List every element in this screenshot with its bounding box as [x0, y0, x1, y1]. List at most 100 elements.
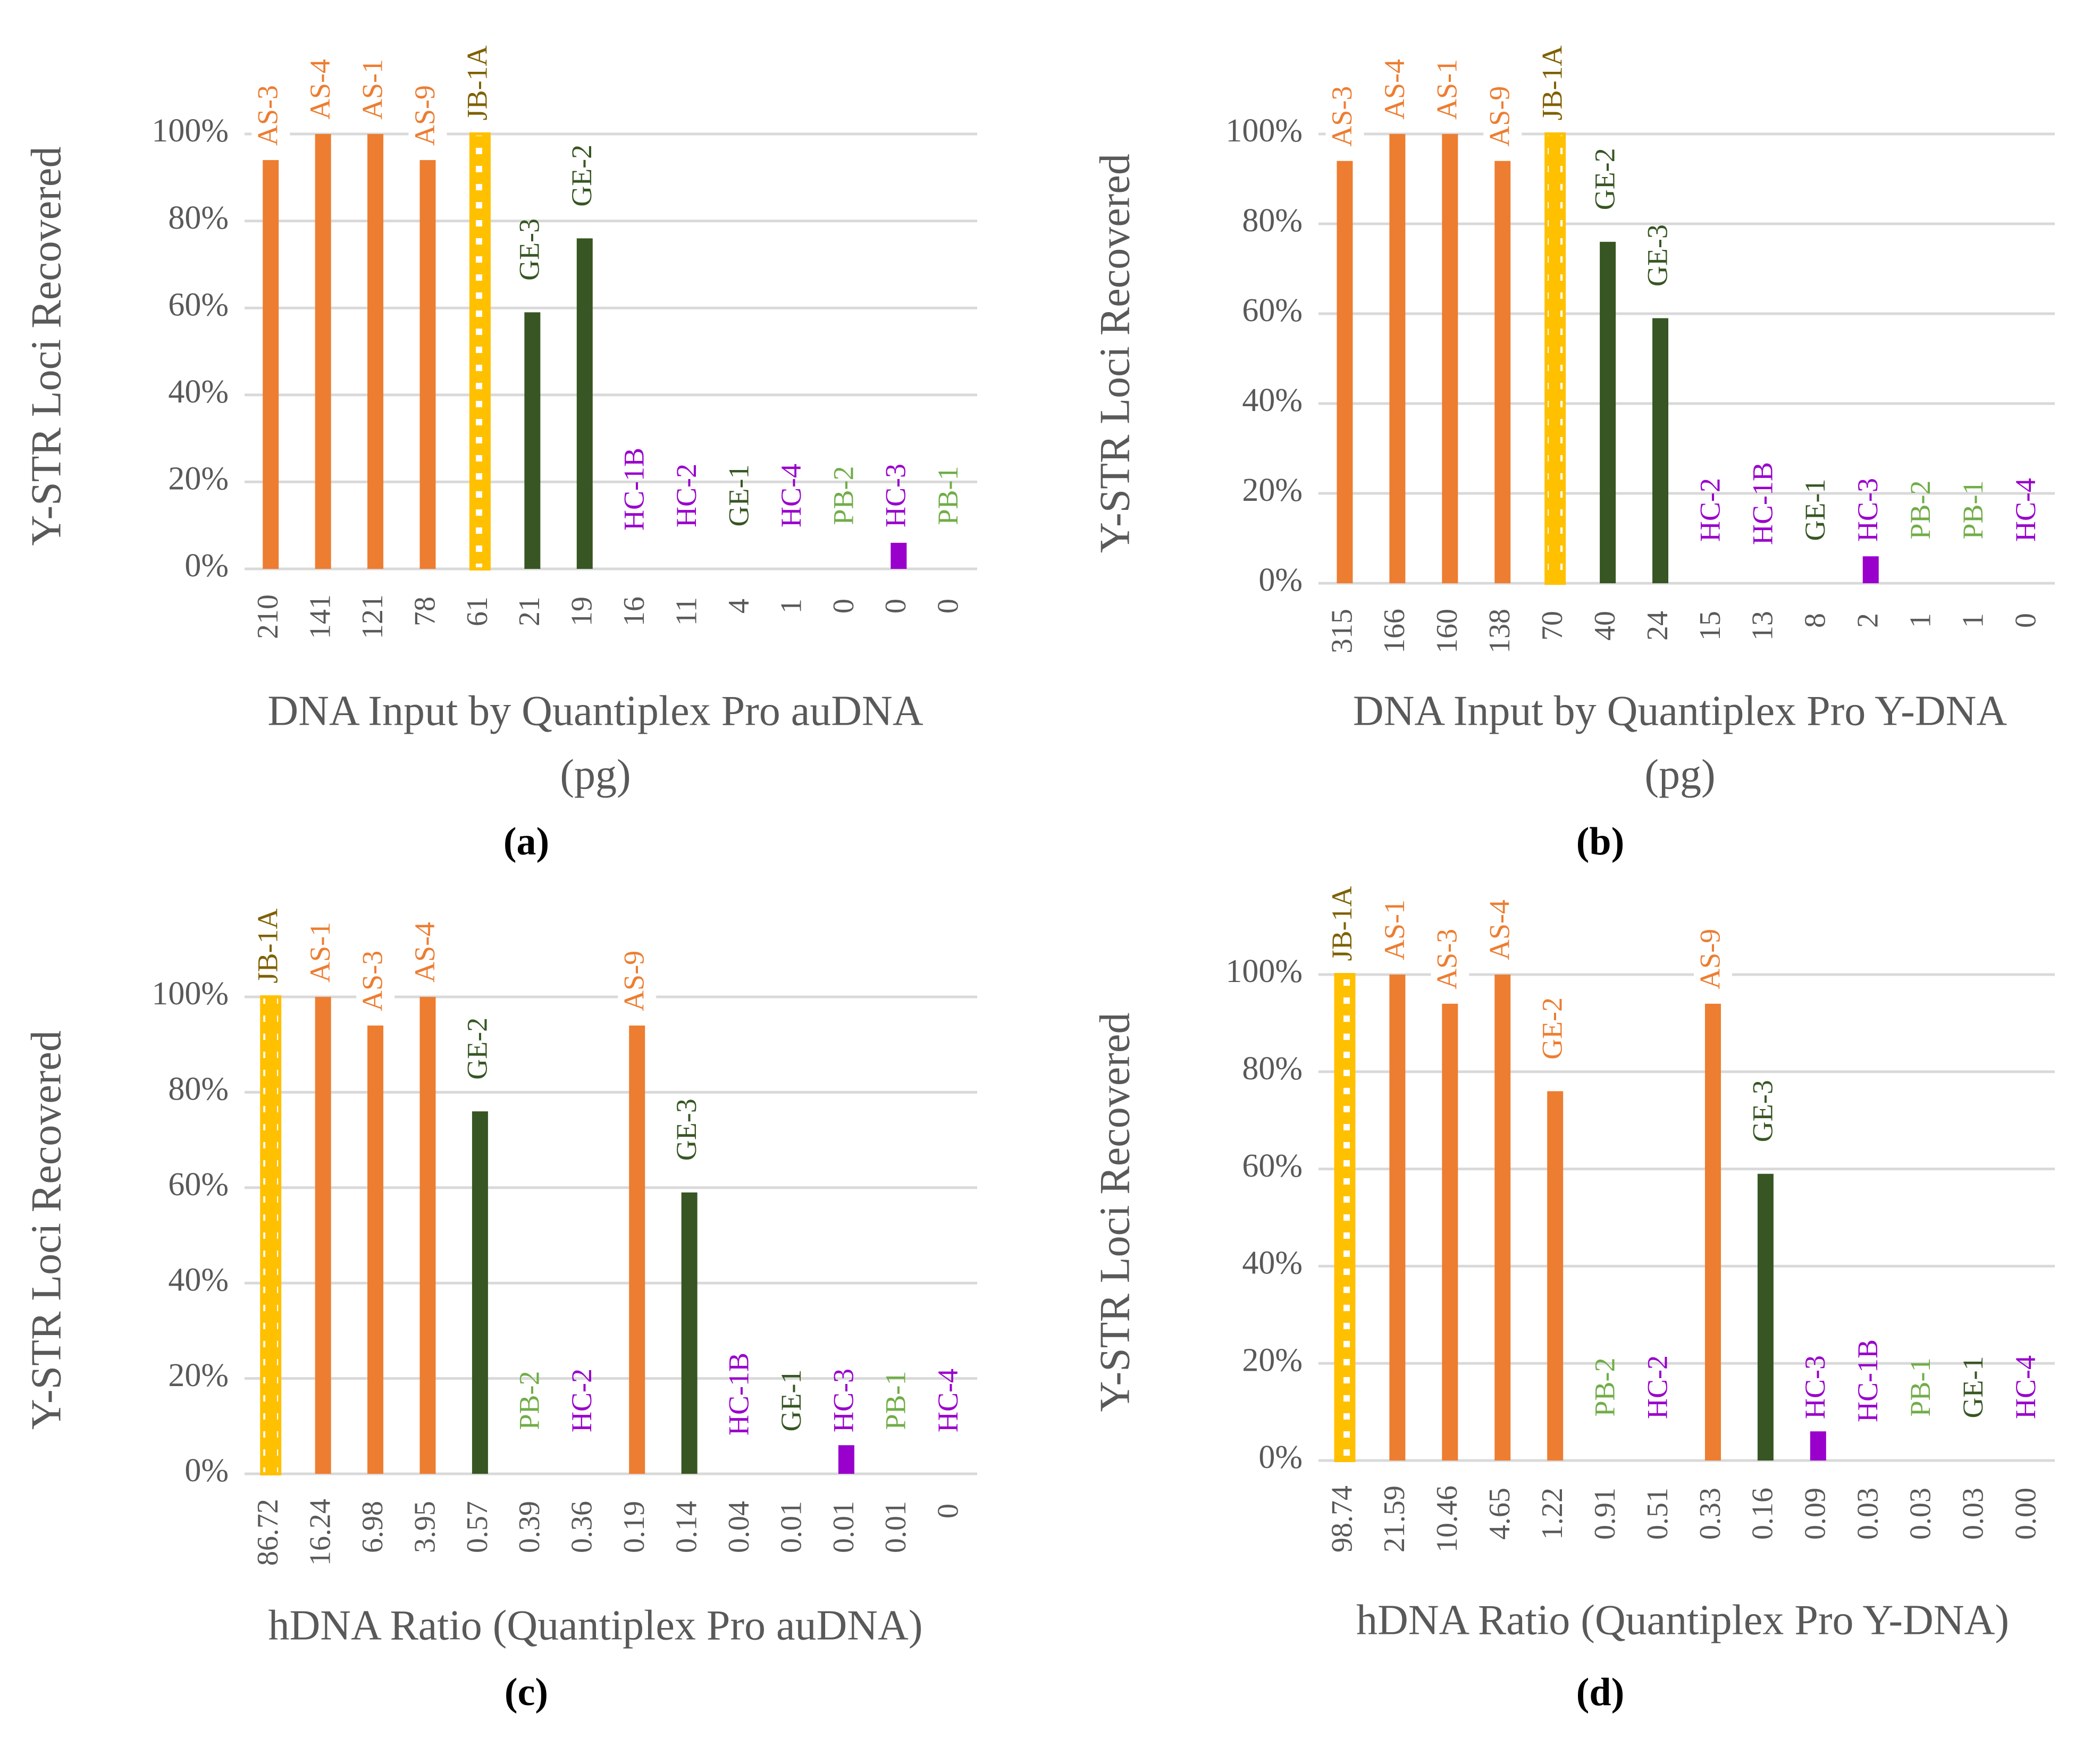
y-tick-label: 60%: [1242, 1148, 1303, 1184]
x-tick-label: 210: [251, 594, 284, 639]
bar-sample-label: JB-1A: [1536, 45, 1568, 120]
bar-sample-label: GE-1: [775, 1370, 807, 1432]
y-tick-label: 60%: [168, 1167, 229, 1203]
x-tick-label: 13: [1746, 611, 1779, 641]
y-axis-title: Y-STR Loci Recovered: [1091, 154, 1138, 553]
y-tick-label: 40%: [1242, 382, 1303, 418]
bar-sample-label: AS-1: [304, 922, 336, 983]
label-backdrop: [304, 58, 342, 120]
bar: [472, 1111, 488, 1474]
bar-sample-label: AS-4: [1379, 59, 1410, 120]
bar-sample-label: AS-1: [356, 59, 388, 120]
bar: [681, 1192, 698, 1474]
bar-sample-label: AS-9: [1484, 86, 1516, 147]
x-tick-label: 141: [304, 594, 337, 639]
label-backdrop: [408, 921, 447, 983]
bar: [576, 238, 593, 569]
bar: [1547, 1091, 1564, 1461]
x-tick-label: 8: [1799, 613, 1832, 628]
bar: [629, 1025, 645, 1474]
label-backdrop: [1431, 58, 1469, 120]
x-tick-label: 0.19: [618, 1501, 651, 1553]
bar: [419, 160, 436, 569]
label-backdrop: [1378, 58, 1417, 120]
y-tick-label: 20%: [1242, 472, 1303, 508]
bar: [367, 134, 384, 569]
label-backdrop: [1693, 928, 1732, 990]
x-tick-label: 86.72: [251, 1499, 284, 1566]
x-tick-label: 0.14: [670, 1501, 703, 1553]
x-tick-label: 24: [1641, 611, 1674, 641]
x-tick-label: 4.65: [1483, 1488, 1516, 1540]
x-tick-label: 0.00: [2009, 1488, 2042, 1540]
bar-sample-label: HC-1B: [1746, 462, 1778, 545]
x-tick-label: 0.01: [879, 1501, 912, 1553]
x-tick-label: 0.33: [1694, 1488, 1727, 1540]
bar-sample-label: AS-4: [409, 922, 441, 983]
x-tick-label: 0.36: [566, 1501, 599, 1553]
y-tick-label: 80%: [1242, 1051, 1303, 1087]
x-tick-label: 21.59: [1378, 1486, 1411, 1553]
x-axis-title: DNA Input by Quantiplex Pro auDNA: [267, 687, 923, 734]
y-tick-label: 0%: [1258, 562, 1303, 598]
bar-sample-label: PB-2: [827, 466, 859, 525]
bar-sample-label: HC-4: [775, 464, 807, 527]
bar-sample-label: GE-2: [461, 1018, 493, 1080]
bar: [1600, 241, 1616, 583]
bar-sample-label: GE-1: [723, 465, 754, 527]
x-axis-title: hDNA Ratio (Quantiplex Pro auDNA): [268, 1602, 923, 1649]
label-backdrop: [1483, 85, 1522, 147]
bar-sample-label: HC-4: [2010, 1355, 2042, 1419]
x-tick-label: 0: [2009, 613, 2042, 628]
y-tick-label: 20%: [168, 1357, 229, 1394]
x-tick-label: 315: [1325, 609, 1358, 653]
x-tick-label: 0: [879, 599, 912, 614]
bar-sample-label: HC-3: [880, 464, 912, 527]
y-tick-label: 20%: [168, 461, 229, 497]
bar: [1389, 975, 1406, 1461]
bar-sample-label: PB-2: [1589, 1357, 1620, 1416]
label-backdrop: [460, 46, 499, 120]
bar: [367, 1025, 384, 1474]
x-tick-label: 166: [1378, 609, 1411, 653]
x-tick-label: 0.01: [827, 1501, 860, 1553]
y-axis-title: Y-STR Loci Recovered: [23, 1030, 70, 1430]
x-tick-label: 0.51: [1641, 1488, 1674, 1540]
x-tick-label: 0: [827, 599, 860, 614]
panel-label: (d): [1576, 1671, 1624, 1714]
x-tick-label: 160: [1431, 609, 1464, 653]
x-tick-label: 16: [618, 597, 651, 626]
bar: [263, 160, 279, 569]
x-tick-label: 0.09: [1799, 1488, 1832, 1540]
x-tick-label: 0.57: [461, 1501, 494, 1553]
bar-sample-label: JB-1A: [252, 908, 284, 983]
y-tick-label: 100%: [152, 976, 229, 1012]
bar-sample-label: HC-1B: [723, 1353, 754, 1436]
x-tick-label: 0.03: [1852, 1488, 1885, 1540]
x-tick-label: 21: [513, 597, 546, 626]
label-backdrop: [1325, 85, 1364, 147]
bar-sample-label: AS-9: [1694, 929, 1726, 989]
label-backdrop: [408, 85, 447, 147]
y-tick-label: 80%: [1242, 203, 1303, 239]
bar-sample-label: PB-1: [1904, 1357, 1936, 1416]
y-tick-label: 0%: [1258, 1439, 1303, 1475]
y-tick-label: 80%: [168, 200, 229, 236]
chart-panel-d: 0% 20% 40% 60% 80% 100% JB-1A 98.74 AS-1 21.59 AS-…: [1091, 886, 2055, 1714]
bar: [1442, 134, 1458, 583]
chart-panel-c: 0% 20% 40% 60% 80% 100% JB-1A 86.72 AS-1 16.24 AS-…: [23, 908, 977, 1714]
bar: [1494, 161, 1511, 583]
bar-sample-label: AS-1: [1431, 59, 1463, 120]
bar-sample-label: HC-3: [827, 1369, 859, 1432]
x-tick-label: 1.22: [1536, 1488, 1569, 1540]
y-tick-label: 100%: [1225, 953, 1303, 989]
bar-sample-label: HC-2: [566, 1369, 598, 1432]
bar-sample-label: PB-2: [1904, 480, 1936, 539]
bar: [1494, 975, 1511, 1461]
bar-sample-label: PB-1: [932, 466, 964, 525]
x-tick-label: 16.24: [304, 1499, 337, 1566]
bar-sample-label: GE-2: [566, 145, 598, 207]
bar-sample-label: AS-9: [618, 951, 650, 1011]
bar-sample-label: PB-1: [880, 1371, 912, 1430]
x-axis-title-unit: (pg): [560, 751, 631, 798]
